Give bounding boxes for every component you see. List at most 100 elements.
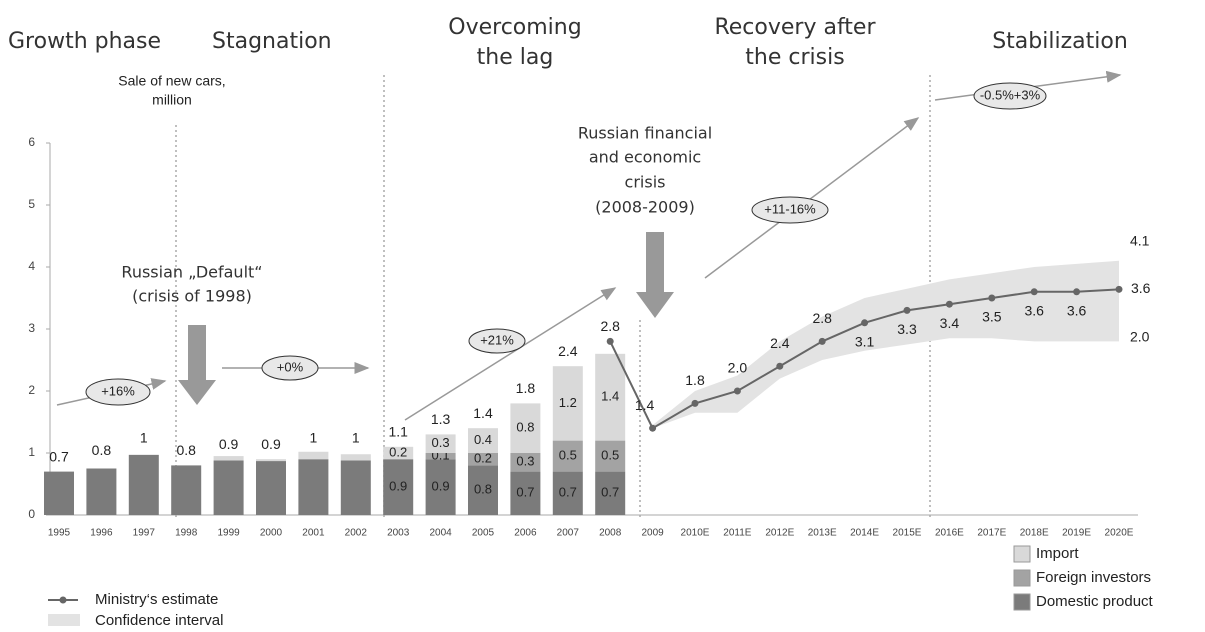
phase-title: Recovery after [714, 15, 876, 40]
growth-label: +0% [277, 359, 304, 374]
y-tick-label: 1 [28, 445, 35, 459]
x-tick-label: 2019E [1062, 528, 1091, 539]
y-tick-label: 4 [28, 259, 35, 273]
x-tick-label: 2017E [977, 528, 1006, 539]
segment-label: 0.8 [516, 420, 534, 435]
bar-segment [298, 459, 329, 515]
dividers [175, 75, 931, 520]
estimate-label: 3.3 [897, 321, 917, 337]
segment-label: 0.4 [474, 432, 492, 447]
x-tick-label: 2016E [935, 528, 964, 539]
estimate-label: 3.6 [1024, 303, 1044, 319]
bar-segment [256, 461, 286, 515]
estimate-point [691, 399, 699, 407]
bar-segment [595, 440, 626, 472]
estimate-label: 3.4 [940, 315, 960, 331]
legend-swatch [1013, 569, 1031, 587]
total-label: 2.4 [558, 343, 578, 359]
total-label: 0.7 [49, 448, 69, 464]
total-label: 1.8 [516, 380, 536, 396]
phase-title: Overcoming [448, 15, 581, 40]
x-tick-label: 2020E [1105, 528, 1134, 539]
total-label: 1 [310, 430, 318, 446]
total-label: 1.4 [473, 405, 493, 421]
bar-segment [298, 451, 329, 460]
bar-segment [510, 453, 541, 472]
estimate-label: 2.8 [812, 310, 832, 326]
total-label: 1 [140, 430, 148, 446]
note: (crisis of 1998) [132, 287, 252, 306]
x-tick-label: 2001 [302, 528, 325, 539]
growth-labels: +16% +0% +21% +11-16% -0.5%+3% [85, 82, 1047, 406]
bar-segment [44, 471, 74, 515]
phase-title: Stagnation [212, 29, 332, 54]
bar-segment [468, 465, 498, 515]
estimate-label: 1.4 [635, 397, 655, 413]
x-tick-label: 1996 [90, 528, 113, 539]
x-tick-label: 2006 [514, 528, 537, 539]
segment-label: 0.9 [432, 479, 450, 494]
estimate-point [776, 362, 784, 370]
phase-title: the crisis [745, 45, 844, 70]
x-tick-label: 2018E [1020, 528, 1049, 539]
phase-title: Stabilization [992, 29, 1128, 54]
bar-segment [468, 428, 498, 453]
bar-segment [256, 459, 286, 462]
estimate-label: 1.8 [685, 372, 705, 388]
legend-label: Ministry‘s estimate [95, 591, 218, 608]
note: Russian financial [578, 124, 712, 143]
phase-title: the lag [477, 45, 554, 70]
estimate-point [903, 306, 911, 314]
x-tick-label: 2007 [557, 528, 580, 539]
growth-badge [973, 82, 1047, 110]
note: Russian „Default“ [121, 263, 262, 282]
subtitle: Sale of new cars, [118, 73, 225, 89]
segment-label: 0.5 [601, 448, 619, 463]
estimate-point [945, 300, 953, 308]
x-tick-label: 2010E [681, 528, 710, 539]
segment-label: 0.3 [432, 435, 450, 450]
segment-label: 0.7 [601, 485, 619, 500]
x-tick-label: 1995 [48, 528, 71, 539]
segment-label: 0.5 [559, 448, 577, 463]
legend-label: Foreign investors [1036, 569, 1151, 586]
bar-segment [383, 446, 414, 460]
segment-label: 0.7 [516, 485, 534, 500]
bar-segment [595, 353, 626, 441]
x-tick-label: 2008 [599, 528, 622, 539]
note: (2008-2009) [595, 198, 695, 217]
phase-titles: Growth phase Stagnation Overcoming the l… [8, 15, 1128, 70]
bar-segment [383, 459, 414, 515]
bar-segment [340, 460, 371, 515]
growth-badge [261, 355, 319, 381]
total-label: 0.8 [176, 442, 196, 458]
segment-label: 0.2 [474, 451, 492, 466]
growth-badge [751, 196, 829, 224]
total-label: 0.9 [219, 436, 239, 452]
bar-segment [552, 366, 583, 441]
x-tick-label: 2000 [260, 528, 283, 539]
x-tick-label: 2012E [765, 528, 794, 539]
bar-segment [468, 453, 498, 466]
x-tick-label: 2014E [850, 528, 879, 539]
estimate-label: 2.4 [770, 335, 790, 351]
trend-arrow [704, 117, 920, 279]
estimate-point [1115, 285, 1123, 293]
total-label: 1.1 [388, 424, 408, 440]
x-tick-label: 2002 [345, 528, 368, 539]
legend-swatch [48, 614, 80, 626]
total-label: 1 [352, 430, 360, 446]
total-label: 0.9 [261, 436, 281, 452]
total-label: 0.8 [92, 442, 112, 458]
estimate-point [649, 424, 657, 432]
x-tick-label: 1998 [175, 528, 198, 539]
bar-segment [425, 434, 456, 453]
legend-swatch [1013, 545, 1031, 563]
y-tick-label: 5 [28, 197, 35, 211]
segment-label: 1.2 [559, 395, 577, 410]
notes: Russian „Default“ (crisis of 1998) Russi… [121, 124, 712, 306]
phase-title: Growth phase [8, 29, 161, 54]
growth-label: +11-16% [764, 201, 816, 216]
estimate-point [988, 294, 996, 302]
